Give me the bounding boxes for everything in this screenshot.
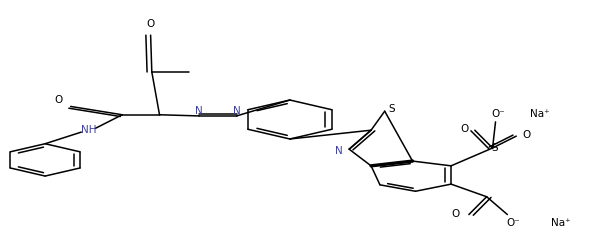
Text: O: O [523, 130, 531, 141]
Text: N: N [334, 146, 342, 156]
Text: O: O [147, 19, 155, 29]
Text: N: N [195, 106, 203, 116]
Text: O⁻: O⁻ [492, 109, 505, 119]
Text: Na⁺: Na⁺ [551, 218, 570, 228]
Text: S: S [491, 143, 498, 153]
Text: O: O [460, 125, 468, 135]
Text: S: S [388, 104, 395, 114]
Text: O⁻: O⁻ [507, 218, 520, 228]
Text: NH: NH [81, 125, 96, 135]
Text: O: O [55, 96, 63, 105]
Text: O: O [451, 209, 460, 219]
Text: N: N [233, 106, 241, 116]
Text: Na⁺: Na⁺ [530, 109, 550, 119]
